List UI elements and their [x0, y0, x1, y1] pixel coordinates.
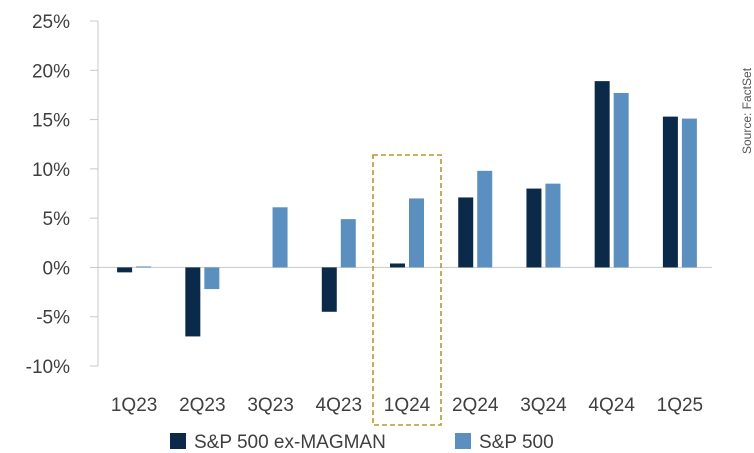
y-tick-label: -10% — [26, 357, 70, 378]
bar-sp500-3q24 — [545, 183, 561, 268]
x-tick-label: 2Q23 — [179, 395, 225, 416]
x-tick-label: 1Q25 — [657, 395, 703, 416]
bar-ex-magman-2q24 — [458, 197, 474, 268]
x-tick-label: 4Q23 — [316, 395, 362, 416]
y-axis: -10% -5% 0% 5% 10% 15% 20% 25% — [26, 12, 99, 378]
y-tick-label: 5% — [43, 209, 71, 230]
legend-label: S&P 500 — [479, 432, 554, 453]
legend: S&P 500 ex-MAGMAN S&P 500 — [170, 432, 554, 453]
highlight-box-1q24 — [372, 154, 442, 426]
x-tick-label: 2Q24 — [452, 395, 499, 416]
bar-sp500-1q25 — [681, 118, 697, 268]
legend-swatch — [455, 433, 471, 449]
bars — [117, 81, 697, 337]
bar-sp500-1q23 — [136, 266, 152, 268]
bar-ex-magman-4q23 — [321, 267, 337, 312]
source-note: Source: FactSet — [740, 67, 754, 154]
y-tick-label: 15% — [32, 111, 70, 132]
x-axis: 1Q23 2Q23 3Q23 4Q23 1Q24 2Q24 3Q24 4Q24 1Q25 — [98, 266, 712, 416]
y-tick-label: -5% — [36, 308, 70, 329]
y-tick-label: 25% — [32, 12, 70, 33]
bar-sp500-2q23 — [204, 267, 220, 290]
legend-swatch — [170, 433, 186, 449]
legend-label: S&P 500 ex-MAGMAN — [194, 432, 386, 453]
bar-sp500-2q24 — [477, 170, 493, 268]
y-tick-label: 20% — [32, 61, 70, 82]
bar-sp500-1q24 — [409, 198, 424, 268]
bar-ex-magman-4q24 — [594, 81, 610, 268]
x-tick-label: 4Q24 — [588, 395, 635, 416]
x-tick-label: 3Q23 — [247, 395, 293, 416]
bar-sp500-3q23 — [272, 207, 288, 268]
x-tick-label: 3Q24 — [520, 395, 567, 416]
bar-ex-magman-1q24 — [390, 263, 405, 268]
bar-ex-magman-1q25 — [662, 116, 678, 268]
y-tick-label: 0% — [43, 258, 71, 279]
bar-ex-magman-3q24 — [526, 188, 542, 268]
bar-ex-magman-2q23 — [185, 267, 201, 337]
y-tick-label: 10% — [32, 160, 70, 181]
bar-sp500-4q24 — [613, 92, 629, 268]
highlight-box — [372, 154, 442, 426]
x-tick-label: 1Q23 — [111, 395, 157, 416]
bar-ex-magman-1q23 — [117, 267, 133, 273]
bar-sp500-4q23 — [340, 219, 356, 268]
x-tick-label: 1Q24 — [384, 395, 431, 416]
